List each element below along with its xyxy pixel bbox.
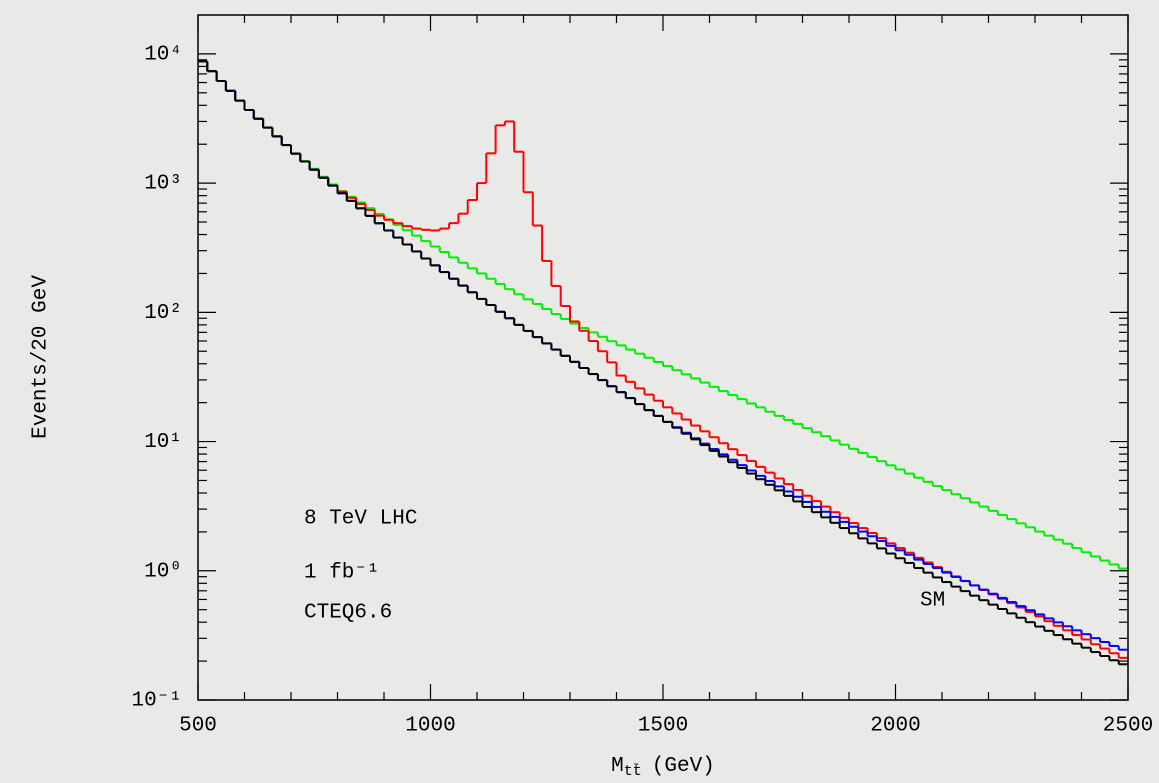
- x-axis-label: Mtt̄ (GeV): [611, 755, 715, 780]
- y-tick-label: 10⁰: [144, 560, 182, 583]
- y-tick-label: 10⁻¹: [132, 690, 182, 713]
- x-axis-label-subscript: tt̄: [624, 763, 642, 780]
- x-tick-label: 1000: [405, 715, 455, 738]
- x-tick-label: 2500: [1103, 715, 1153, 738]
- annotation: CTEQ6.6: [304, 602, 392, 625]
- series: [198, 60, 1128, 666]
- y-tick-label: 10⁴: [144, 43, 182, 66]
- y-tick-label: 10¹: [144, 431, 182, 454]
- annotation: 1 fb⁻¹: [304, 562, 380, 585]
- annotation: 8 TeV LHC: [304, 508, 417, 531]
- x-tick-label: 1500: [638, 715, 688, 738]
- x-tick-label: 500: [179, 715, 217, 738]
- y-axis-label: Events/20 GeV: [30, 275, 53, 439]
- x-axis-label-unit: (GeV): [652, 755, 715, 778]
- annotation: SM: [920, 590, 945, 613]
- y-tick-label: 10²: [144, 302, 182, 325]
- y-tick-label: 10³: [144, 173, 182, 196]
- plot-area: [198, 60, 1128, 666]
- x-axis-label-symbol: M: [611, 755, 624, 778]
- x-tick-label: 2000: [870, 715, 920, 738]
